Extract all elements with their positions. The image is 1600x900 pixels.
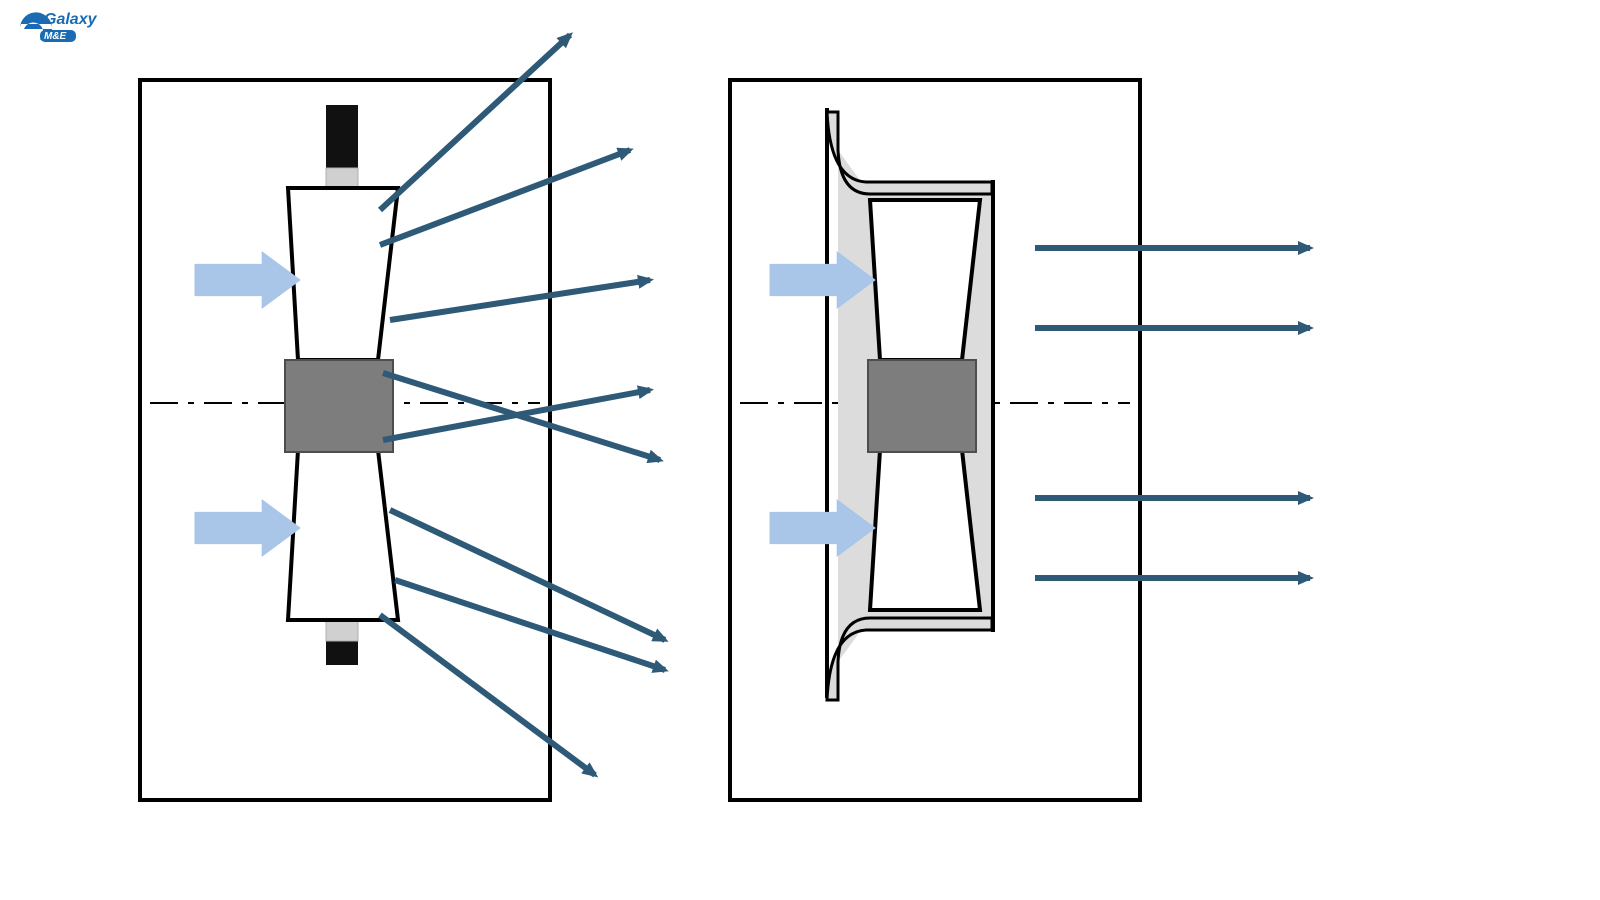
left-panel <box>140 35 665 800</box>
right-panel <box>730 80 1310 800</box>
left-shaft-0 <box>326 168 358 188</box>
left-hub <box>285 360 393 452</box>
left-outlet-arrow-1 <box>380 150 630 245</box>
right-blade-1 <box>870 450 980 610</box>
left-outlet-arrow-4 <box>383 390 650 440</box>
left-inlet-arrow-0 <box>195 252 300 308</box>
right-housing-bellmouth-top <box>827 112 992 194</box>
right-housing-bellmouth-bottom <box>827 618 992 700</box>
fan-diagram <box>0 0 1600 900</box>
left-shaft-1 <box>326 621 358 641</box>
left-blade-0 <box>288 188 398 360</box>
right-hub <box>868 360 976 452</box>
left-outlet-arrow-2 <box>390 280 650 320</box>
left-outlet-arrow-5 <box>390 510 665 640</box>
right-blade-0 <box>870 200 980 360</box>
left-inlet-arrow-1 <box>195 500 300 556</box>
left-blade-1 <box>288 450 398 620</box>
